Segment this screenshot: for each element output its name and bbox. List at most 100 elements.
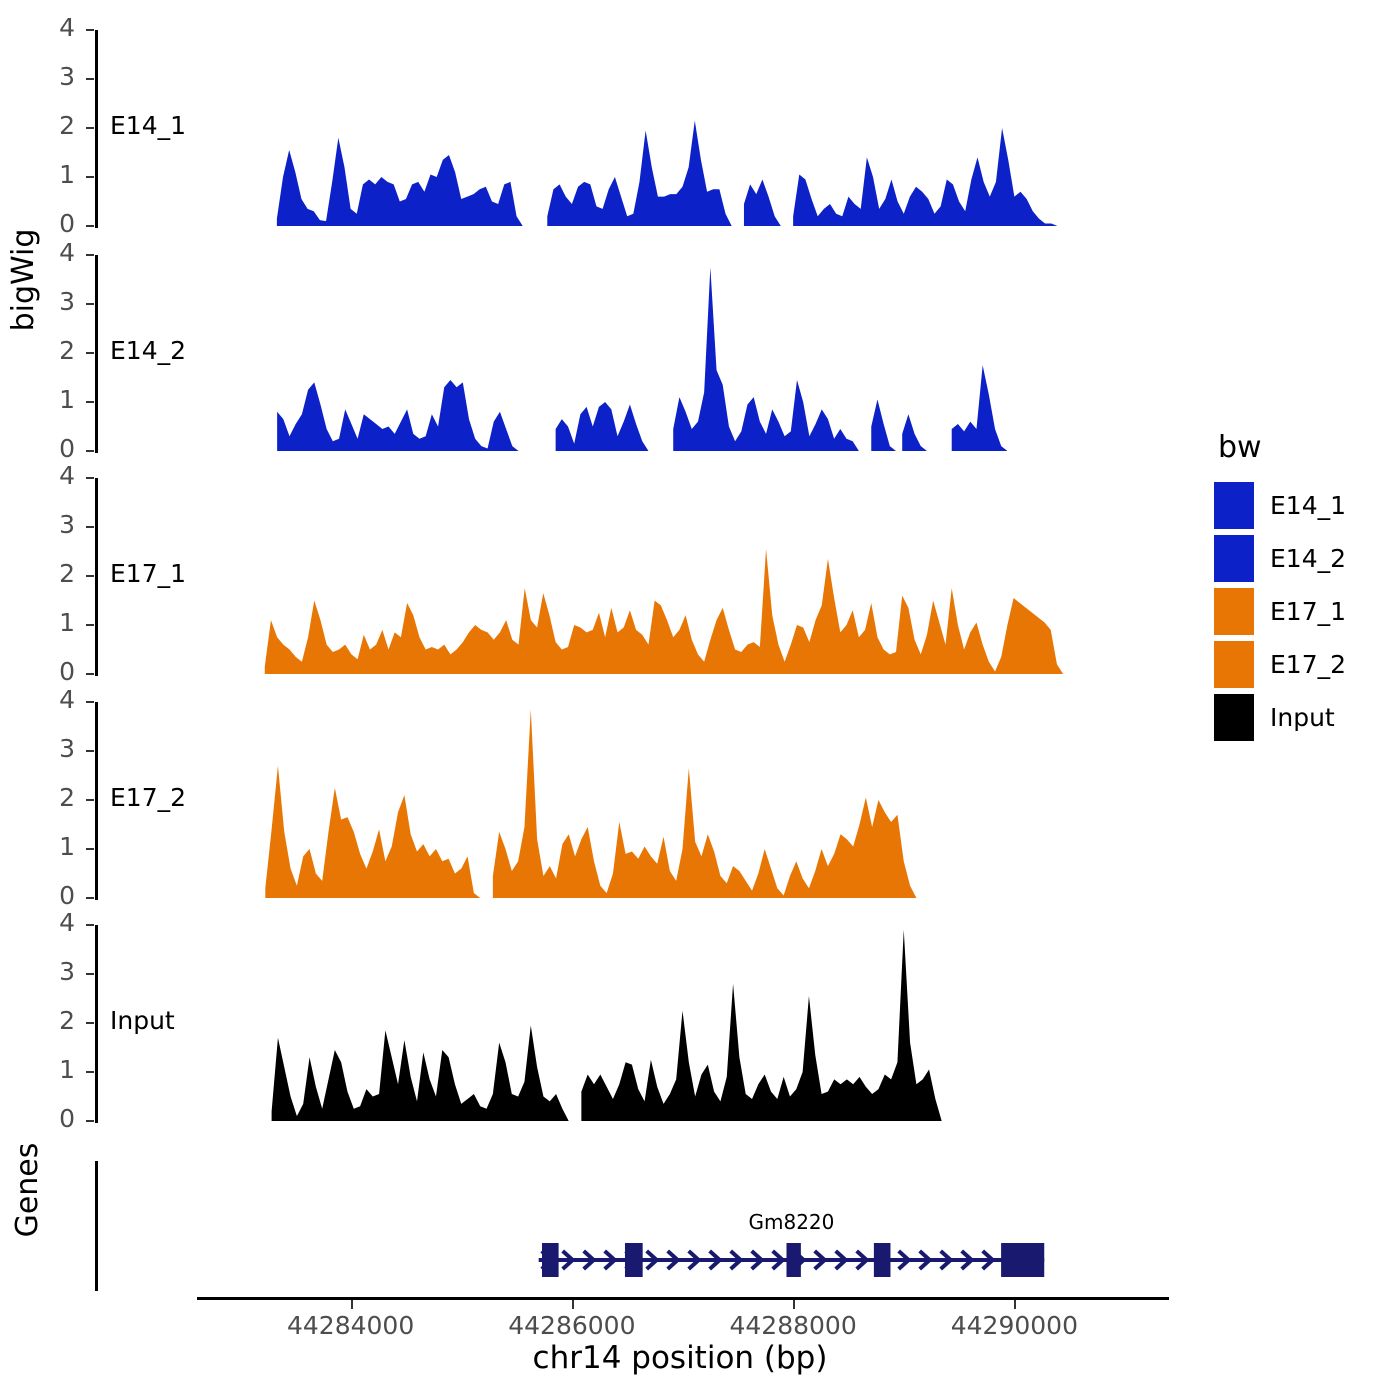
legend-swatch-e14_1 [1214, 482, 1254, 529]
y-tick-label: 3 [59, 510, 75, 539]
track-panel-input: 0 1 2 3 4 Input [0, 908, 1200, 1133]
x-tick-label: 44290000 [950, 1311, 1078, 1340]
legend: bw E14_1 E14_2 E17_1 E17_2 Input [1214, 430, 1346, 744]
track-label-input: Input [110, 1006, 175, 1035]
y-tick [86, 303, 94, 305]
x-tick [350, 1300, 353, 1309]
track-panel-e14_1: 0 1 2 3 4 E14_1 [0, 13, 1200, 238]
y-tick-label: 1 [59, 160, 75, 189]
y-tick-label: 0 [59, 1104, 75, 1133]
legend-item-e17_2[interactable]: E17_2 [1214, 638, 1346, 691]
y-tick-label: 2 [59, 336, 75, 365]
y-axis-line [95, 702, 98, 900]
x-axis-line [197, 1297, 1169, 1300]
y-tick-label: 1 [59, 608, 75, 637]
y-tick [86, 225, 94, 227]
y-axis-line [95, 255, 98, 453]
x-tick-label: 44286000 [508, 1311, 636, 1340]
y-tick-label: 4 [59, 461, 75, 490]
track-label-e14_1: E14_1 [110, 111, 187, 140]
y-tick [86, 1120, 94, 1122]
y-tick [86, 29, 94, 31]
legend-label: E17_1 [1270, 597, 1347, 626]
y-tick [86, 924, 94, 926]
x-tick [1014, 1300, 1017, 1309]
y-tick [86, 673, 94, 675]
y-tick-label: 0 [59, 434, 75, 463]
legend-item-e17_1[interactable]: E17_1 [1214, 585, 1346, 638]
gene-model-gm8220[interactable] [0, 1155, 1200, 1295]
y-tick [86, 254, 94, 256]
y-tick [86, 1022, 94, 1024]
genes-axis-line [95, 1161, 98, 1291]
y-tick-label: 3 [59, 957, 75, 986]
y-tick-label: 3 [59, 287, 75, 316]
y-tick [86, 973, 94, 975]
track-label-e17_2: E17_2 [110, 783, 187, 812]
y-tick [86, 848, 94, 850]
track-area-input [271, 929, 942, 1121]
x-tick [571, 1300, 574, 1309]
y-tick [86, 575, 94, 577]
genes-panel: Gm8220 [0, 1155, 1200, 1295]
y-tick [86, 477, 94, 479]
legend-item-e14_1[interactable]: E14_1 [1214, 479, 1346, 532]
y-tick-label: 0 [59, 657, 75, 686]
y-tick-label: 1 [59, 832, 75, 861]
y-tick [86, 78, 94, 80]
y-tick [86, 624, 94, 626]
track-area-e17_2 [265, 709, 917, 898]
legend-item-e14_2[interactable]: E14_2 [1214, 532, 1346, 585]
y-tick [86, 401, 94, 403]
y-tick-label: 4 [59, 685, 75, 714]
y-tick-label: 4 [59, 13, 75, 42]
x-tick-label: 44288000 [729, 1311, 857, 1340]
x-tick [793, 1300, 796, 1309]
legend-swatch-e14_2 [1214, 535, 1254, 582]
y-tick [86, 127, 94, 129]
y-axis-line [95, 30, 98, 228]
track-panel-e17_2: 0 1 2 3 4 E17_2 [0, 685, 1200, 910]
y-tick-label: 4 [59, 238, 75, 267]
y-tick [86, 1071, 94, 1073]
legend-swatch-e17_2 [1214, 641, 1254, 688]
y-tick [86, 176, 94, 178]
y-tick [86, 701, 94, 703]
y-axis-line [95, 478, 98, 676]
y-tick-label: 1 [59, 1055, 75, 1084]
y-tick-label: 3 [59, 62, 75, 91]
y-tick-label: 0 [59, 209, 75, 238]
legend-label: Input [1270, 703, 1335, 732]
legend-label: E14_2 [1270, 544, 1347, 573]
gene-name-label: Gm8220 [748, 1210, 835, 1234]
track-panel-e17_1: 0 1 2 3 4 E17_1 [0, 461, 1200, 686]
y-tick-label: 2 [59, 111, 75, 140]
legend-swatch-input [1214, 694, 1254, 741]
x-tick-label: 44284000 [287, 1311, 415, 1340]
track-area-e17_1 [264, 549, 1064, 674]
legend-swatch-e17_1 [1214, 588, 1254, 635]
y-tick-label: 3 [59, 734, 75, 763]
track-label-e17_1: E17_1 [110, 559, 187, 588]
y-tick [86, 526, 94, 528]
y-tick [86, 897, 94, 899]
x-axis-title: chr14 position (bp) [532, 1340, 828, 1376]
y-tick [86, 750, 94, 752]
y-tick [86, 352, 94, 354]
y-tick [86, 799, 94, 801]
track-label-e14_2: E14_2 [110, 336, 187, 365]
legend-label: E17_2 [1270, 650, 1347, 679]
legend-title: bw [1218, 430, 1262, 465]
y-tick [86, 450, 94, 452]
track-area-e14_2 [277, 267, 1008, 451]
y-tick-label: 2 [59, 559, 75, 588]
y-tick-label: 2 [59, 783, 75, 812]
y-axis-line [95, 925, 98, 1123]
y-tick-label: 1 [59, 385, 75, 414]
legend-label: E14_1 [1270, 491, 1347, 520]
y-tick-label: 4 [59, 908, 75, 937]
track-panel-e14_2: 0 1 2 3 4 E14_2 [0, 238, 1200, 463]
legend-item-input[interactable]: Input [1214, 691, 1346, 744]
